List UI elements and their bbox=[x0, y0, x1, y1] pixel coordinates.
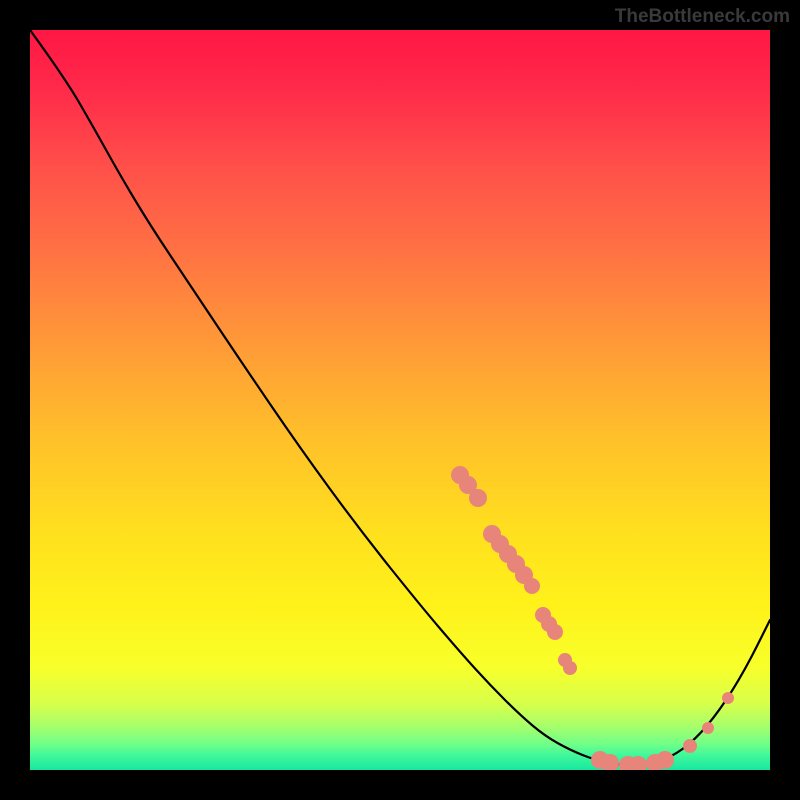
data-marker bbox=[722, 692, 734, 704]
data-marker bbox=[683, 739, 697, 753]
chart-background bbox=[30, 30, 770, 770]
data-marker bbox=[656, 751, 674, 769]
data-marker bbox=[702, 722, 714, 734]
data-marker bbox=[563, 661, 577, 675]
data-marker bbox=[524, 578, 540, 594]
data-marker bbox=[547, 624, 563, 640]
data-marker bbox=[469, 489, 487, 507]
watermark-text: TheBottleneck.com bbox=[615, 6, 790, 28]
bottleneck-chart bbox=[30, 30, 770, 770]
chart-svg bbox=[30, 30, 770, 770]
